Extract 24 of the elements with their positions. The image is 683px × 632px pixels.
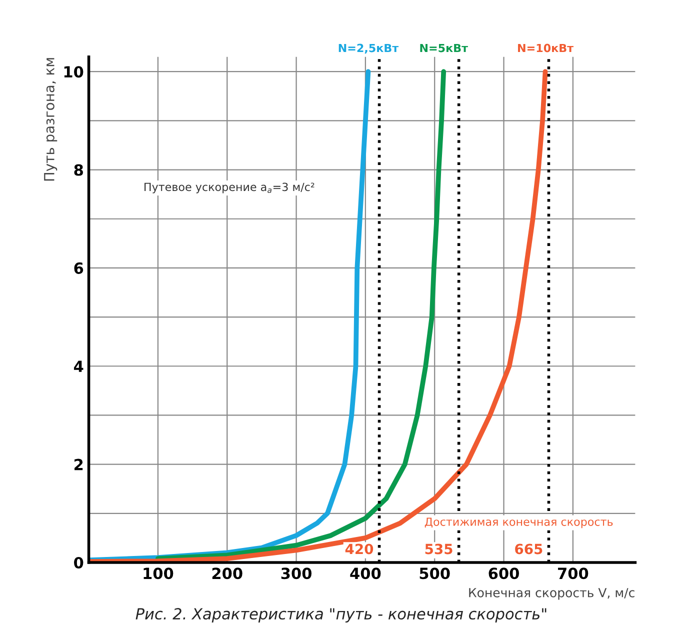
x-tick-label: 100: [144, 568, 174, 580]
x-tick-label: 200: [212, 568, 242, 580]
text: N=2,5кВт: [338, 44, 399, 54]
y-tick-label: 4: [74, 360, 84, 372]
x-tick-label: 700: [558, 568, 588, 580]
y-axis-title: Путь разгона, км: [44, 58, 58, 181]
annotation: Путевое ускорение a$_{a}$=3 м/с²: [144, 182, 314, 194]
y-tick-label: 10: [64, 66, 84, 78]
x-tick-label: 400: [350, 568, 381, 580]
y-tick-label: 8: [74, 164, 83, 176]
y-tick-label: 6: [74, 262, 84, 274]
text: N=10кВт: [518, 44, 574, 52]
x-tick-label: 500: [420, 568, 450, 580]
x-tick-label: 600: [488, 568, 519, 580]
text: Рис. 2. Характеристика "путь - конечная скорость": [136, 608, 546, 623]
x-axis-title: Конечная скорость V, м/с: [469, 588, 634, 600]
text: N=5кВт: [420, 44, 468, 52]
y-tick-label: 0: [74, 556, 84, 568]
x-tick-label: 300: [281, 568, 312, 580]
annotation: Достижимая конечная скорость: [424, 518, 613, 528]
ref-line-label: 420: [345, 544, 374, 554]
y-tick-label: 2: [74, 458, 83, 470]
ref-line-label: 665: [515, 544, 542, 554]
ref-line-label: 535: [425, 544, 452, 554]
